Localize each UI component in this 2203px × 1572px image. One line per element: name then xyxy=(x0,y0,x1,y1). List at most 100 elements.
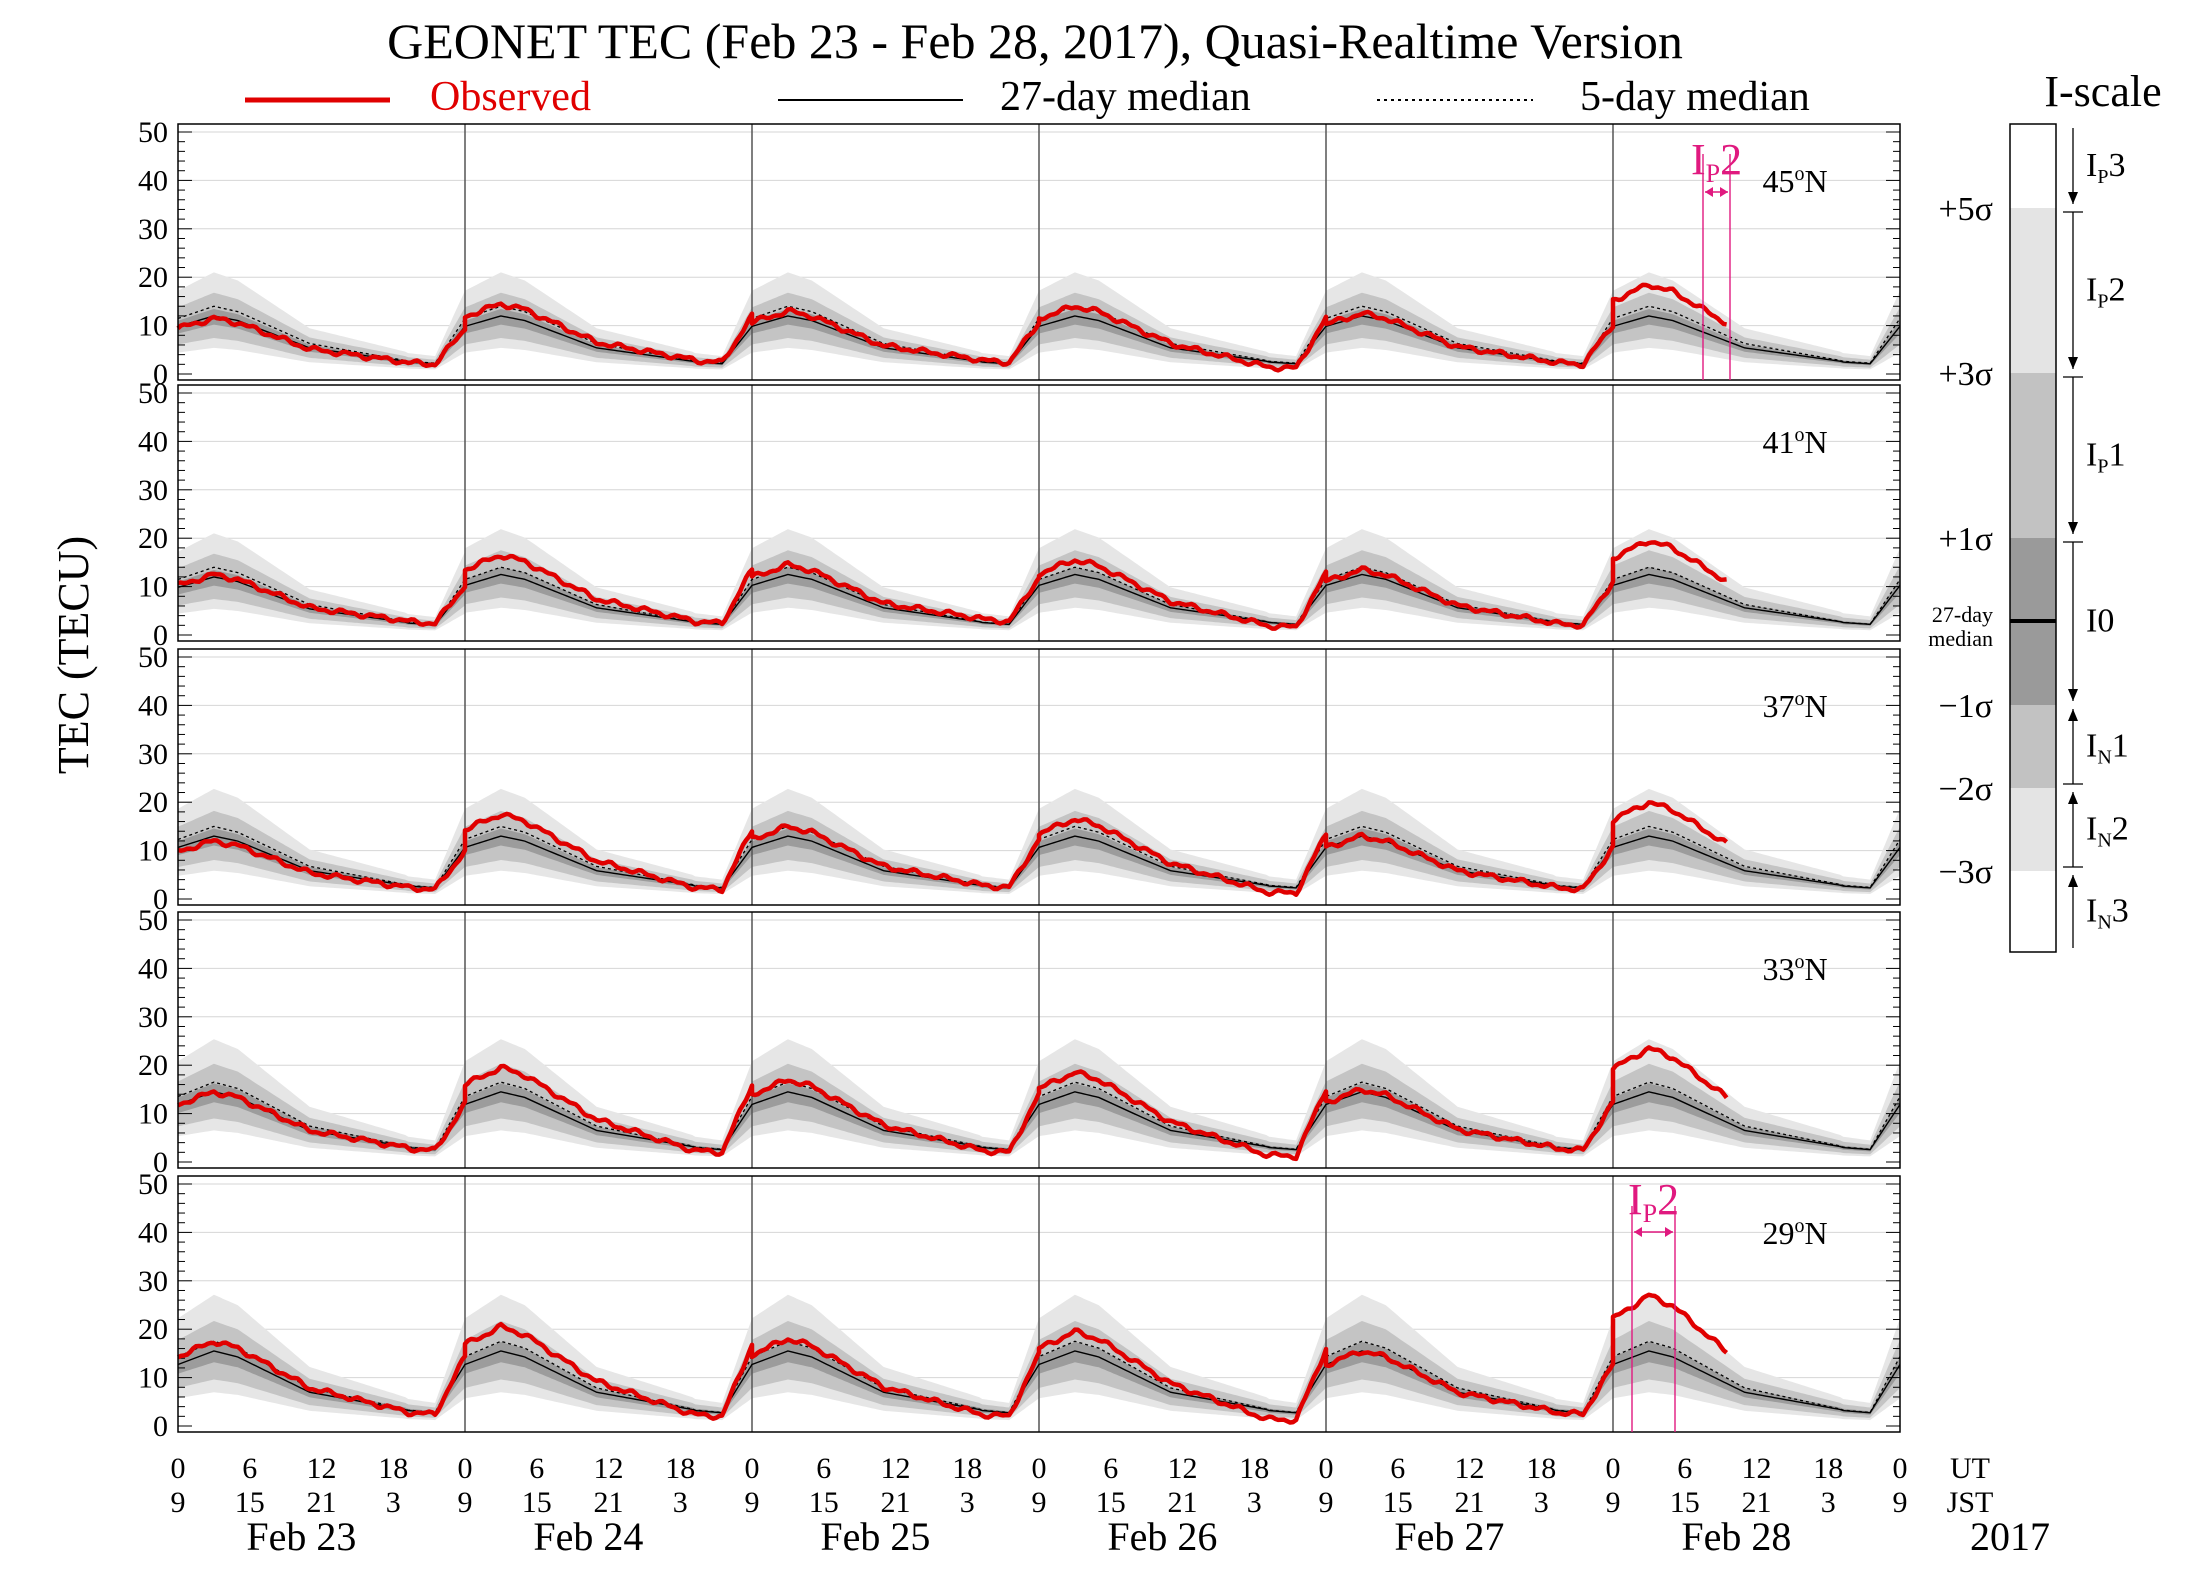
level-label: IN2 xyxy=(2086,811,2129,852)
ut-hour-label: 6 xyxy=(242,1452,257,1485)
y-tick-label: 30 xyxy=(138,1001,168,1034)
date-label: Feb 28 xyxy=(1681,1514,1791,1559)
ut-hour-label: 0 xyxy=(171,1452,186,1485)
annotation-arrowhead-left xyxy=(1705,187,1713,197)
level-label: IN3 xyxy=(2086,893,2129,934)
iscale-level: IN1 xyxy=(2063,709,2129,785)
ut-hour-label: 18 xyxy=(1239,1452,1269,1485)
level-arrowhead xyxy=(2068,357,2078,369)
year-label: 2017 xyxy=(1970,1514,2050,1559)
jst-hour-label: 21 xyxy=(1168,1486,1198,1519)
jst-hour-label: 15 xyxy=(235,1486,265,1519)
ut-hour-label: 6 xyxy=(1677,1452,1692,1485)
jst-hour-label: 15 xyxy=(1383,1486,1413,1519)
level-arrowhead xyxy=(2068,192,2078,204)
panel-frame xyxy=(177,1175,1901,1433)
ut-label: UT xyxy=(1950,1452,1990,1485)
panel-frame xyxy=(177,648,1901,906)
y-tick-label: 10 xyxy=(138,835,168,868)
sigma-label: +1σ xyxy=(1938,521,1993,558)
y-tick-label: 30 xyxy=(138,738,168,771)
panel-frame xyxy=(177,384,1901,642)
y-tick-label: 30 xyxy=(138,474,168,507)
observed-line xyxy=(177,1045,1729,1162)
y-tick-label: 50 xyxy=(138,904,168,937)
jst-hour-label: 9 xyxy=(171,1486,186,1519)
iscale-frame xyxy=(2009,123,2057,953)
y-tick-label: 40 xyxy=(138,952,168,985)
band-inner xyxy=(178,567,1900,627)
iscale-level: IN3 xyxy=(2068,875,2129,948)
ut-hour-label: 0 xyxy=(458,1452,473,1485)
sigma-label: −3σ xyxy=(1938,854,1993,891)
date-label: Feb 24 xyxy=(533,1514,643,1559)
iscale-title: I-scale xyxy=(2044,67,2161,116)
observed-line xyxy=(177,540,1727,631)
jst-hour-label: 15 xyxy=(1096,1486,1126,1519)
y-tick-label: 40 xyxy=(138,425,168,458)
ut-hour-label: 12 xyxy=(881,1452,911,1485)
legend: Observed 27-day median 5-day median xyxy=(245,74,1810,120)
jst-hour-label: 3 xyxy=(1821,1486,1836,1519)
sigma-label: +3σ xyxy=(1938,356,1993,393)
observed-line xyxy=(176,282,1727,373)
date-label: Feb 25 xyxy=(820,1514,930,1559)
y-tick-label: 0 xyxy=(153,619,168,652)
level-label: IP3 xyxy=(2086,147,2125,188)
jst-hour-label: 9 xyxy=(1032,1486,1047,1519)
date-label: Feb 26 xyxy=(1107,1514,1217,1559)
level-label: IP1 xyxy=(2086,437,2125,478)
ut-hour-label: 0 xyxy=(1032,1452,1047,1485)
iscale-level: IP2 xyxy=(2063,211,2125,369)
annotation-arrowhead-left xyxy=(1634,1227,1642,1237)
ut-hour-label: 6 xyxy=(1390,1452,1405,1485)
jst-hour-label: 21 xyxy=(1455,1486,1485,1519)
y-tick-label: 10 xyxy=(138,1098,168,1131)
jst-hour-label: 3 xyxy=(960,1486,975,1519)
date-label: Feb 23 xyxy=(246,1514,356,1559)
level-label: IN1 xyxy=(2086,728,2129,769)
jst-hour-label: 3 xyxy=(1534,1486,1549,1519)
iscale-segment xyxy=(2010,208,2056,373)
ut-hour-label: 18 xyxy=(952,1452,982,1485)
annotation-arrowhead-right xyxy=(1720,187,1728,197)
y-tick-label: 20 xyxy=(138,522,168,555)
y-tick-label: 40 xyxy=(138,689,168,722)
sigma-label: −1σ xyxy=(1938,688,1993,725)
level-label: I0 xyxy=(2086,603,2114,640)
iscale-level: IN2 xyxy=(2063,792,2129,868)
y-tick-label: 30 xyxy=(138,1265,168,1298)
level-arrowhead xyxy=(2068,522,2078,534)
median-label-line1: 27-day xyxy=(1932,602,1993,627)
median-label-line2: median xyxy=(1928,626,1993,651)
y-tick-label: 50 xyxy=(138,1168,168,1201)
annotation-arrowhead-right xyxy=(1665,1227,1673,1237)
iscale-level: IP1 xyxy=(2063,376,2125,534)
y-tick-label: 40 xyxy=(138,1216,168,1249)
jst-hour-label: 21 xyxy=(594,1486,624,1519)
iscale-segment xyxy=(2010,871,2056,952)
jst-hour-label: 15 xyxy=(809,1486,839,1519)
jst-hour-label: 3 xyxy=(673,1486,688,1519)
ut-hour-label: 12 xyxy=(1455,1452,1485,1485)
ut-hour-label: 6 xyxy=(529,1452,544,1485)
panel-frame xyxy=(177,123,1901,381)
y-tick-label: 20 xyxy=(138,786,168,819)
ut-hour-label: 18 xyxy=(1813,1452,1843,1485)
ut-hour-label: 12 xyxy=(1168,1452,1198,1485)
level-arrowhead xyxy=(2068,792,2078,804)
ut-hour-label: 0 xyxy=(1893,1452,1908,1485)
iscale-segment xyxy=(2010,124,2056,208)
legend-5day-label: 5-day median xyxy=(1580,74,1810,120)
legend-27day-label: 27-day median xyxy=(1000,74,1251,120)
y-tick-label: 20 xyxy=(138,261,168,294)
observed-line xyxy=(177,800,1729,898)
level-arrowhead xyxy=(2068,875,2078,887)
jst-hour-label: 9 xyxy=(458,1486,473,1519)
legend-observed-label: Observed xyxy=(430,74,591,120)
iscale-level: I0 xyxy=(2063,541,2114,701)
